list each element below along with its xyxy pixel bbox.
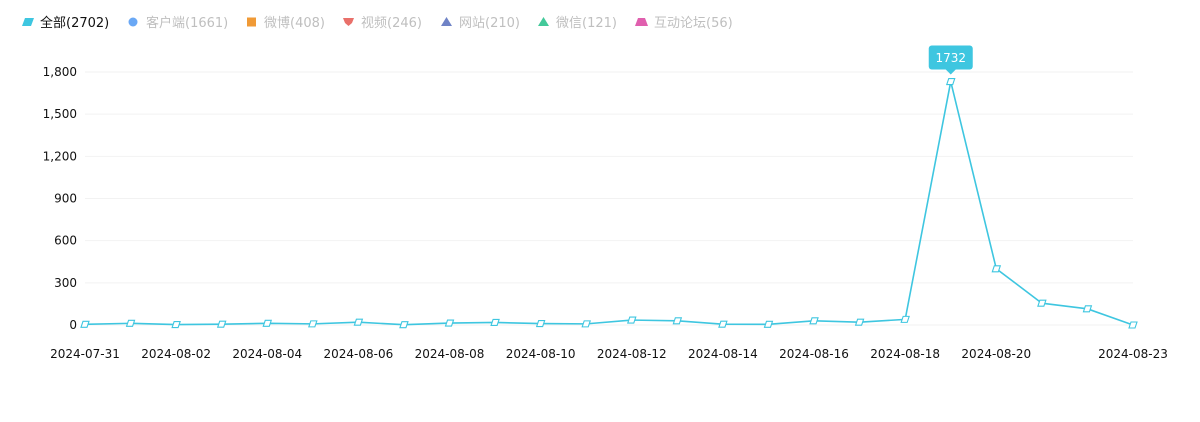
data-point[interactable] [763,320,774,328]
series-layer [80,78,1138,329]
data-point[interactable] [900,315,910,323]
legend-label: 全部(2702) [40,15,109,31]
data-point[interactable] [216,320,227,328]
x-tick-label: 2024-08-08 [415,347,485,361]
series-line [84,81,1134,326]
grid-lines [85,71,1133,326]
legend-label: 客户端(1661) [146,15,228,31]
legend-marker-parallelogram-icon [22,18,34,26]
data-point[interactable] [672,317,683,325]
data-point[interactable] [444,319,455,327]
data-point[interactable] [991,265,1002,273]
tooltip: 1732 [928,45,973,75]
y-tick-label: 1,800 [43,65,77,79]
legend-label: 视频(246) [361,16,422,31]
y-tick-label: 600 [54,234,77,248]
data-point[interactable] [399,321,409,329]
legend-marker-triangle-icon [441,17,452,26]
legend-item-4[interactable]: 网站(210) [441,16,520,31]
x-axis: 2024-07-31 2024-08-02 2024-08-04 2024-08-06… [50,347,1168,361]
y-tick-label: 900 [54,192,77,206]
data-point[interactable] [353,318,364,326]
legend-item-1[interactable]: 客户端(1661) [128,15,229,31]
legend-item-5[interactable]: 微信(121) [538,16,617,31]
data-point[interactable] [854,318,865,326]
data-point[interactable] [262,319,273,327]
y-tick-label: 1,500 [43,107,77,121]
y-tick-label: 300 [54,276,77,290]
legend-label: 微信(121) [556,16,617,31]
legend-marker-circle-icon [128,17,138,27]
y-tick-label: 0 [69,318,77,332]
data-point[interactable] [1037,299,1047,307]
legend-marker-shield-icon [343,18,354,26]
data-point[interactable] [308,320,318,328]
x-tick-label: 2024-08-06 [324,347,394,361]
legend-label: 互动论坛(56) [654,16,733,31]
x-tick-label: 2024-08-20 [961,347,1031,361]
x-tick-label: 2024-08-10 [506,347,576,361]
legend-marker-trapezoid-icon [635,18,648,26]
data-point[interactable] [490,318,500,327]
data-point[interactable] [627,316,637,324]
y-axis: 0 300 600 900 1,200 1,500 1,800 [43,65,77,332]
legend: 全部(2702) 客户端(1661) 微博(408) 视频(246) 网站(210) 微信… [22,15,733,31]
data-point[interactable] [125,319,136,327]
x-tick-label: 2024-08-16 [779,347,849,361]
data-point[interactable] [718,320,728,328]
x-tick-label: 2024-08-12 [597,347,667,361]
data-point[interactable] [1082,305,1093,313]
x-tick-label: 2024-08-02 [141,347,211,361]
x-tick-label: 2024-08-23 [1098,347,1168,361]
legend-label: 网站(210) [459,16,520,31]
legend-item-3[interactable]: 视频(246) [343,16,422,31]
data-point[interactable] [581,320,591,328]
x-tick-label: 2024-07-31 [50,347,120,361]
legend-marker-square-icon [247,17,256,27]
tooltip-pointer [945,69,956,75]
x-tick-label: 2024-08-18 [870,347,940,361]
data-point[interactable] [809,317,819,325]
tooltip-value: 1732 [935,51,966,65]
legend-item-0[interactable]: 全部(2702) [22,15,109,31]
x-tick-label: 2024-08-14 [688,347,758,361]
legend-label: 微博(408) [264,16,325,31]
data-point[interactable] [945,78,956,86]
tooltip-box [928,45,973,70]
data-point[interactable] [535,320,546,328]
data-point[interactable] [171,321,181,329]
data-point[interactable] [1128,321,1138,329]
y-tick-label: 1,200 [43,149,77,163]
legend-item-6[interactable]: 互动论坛(56) [635,16,733,31]
legend-item-2[interactable]: 微博(408) [247,16,325,31]
x-tick-label: 2024-08-04 [232,347,302,361]
legend-marker-triangle-icon [538,17,549,26]
data-point[interactable] [80,320,90,328]
